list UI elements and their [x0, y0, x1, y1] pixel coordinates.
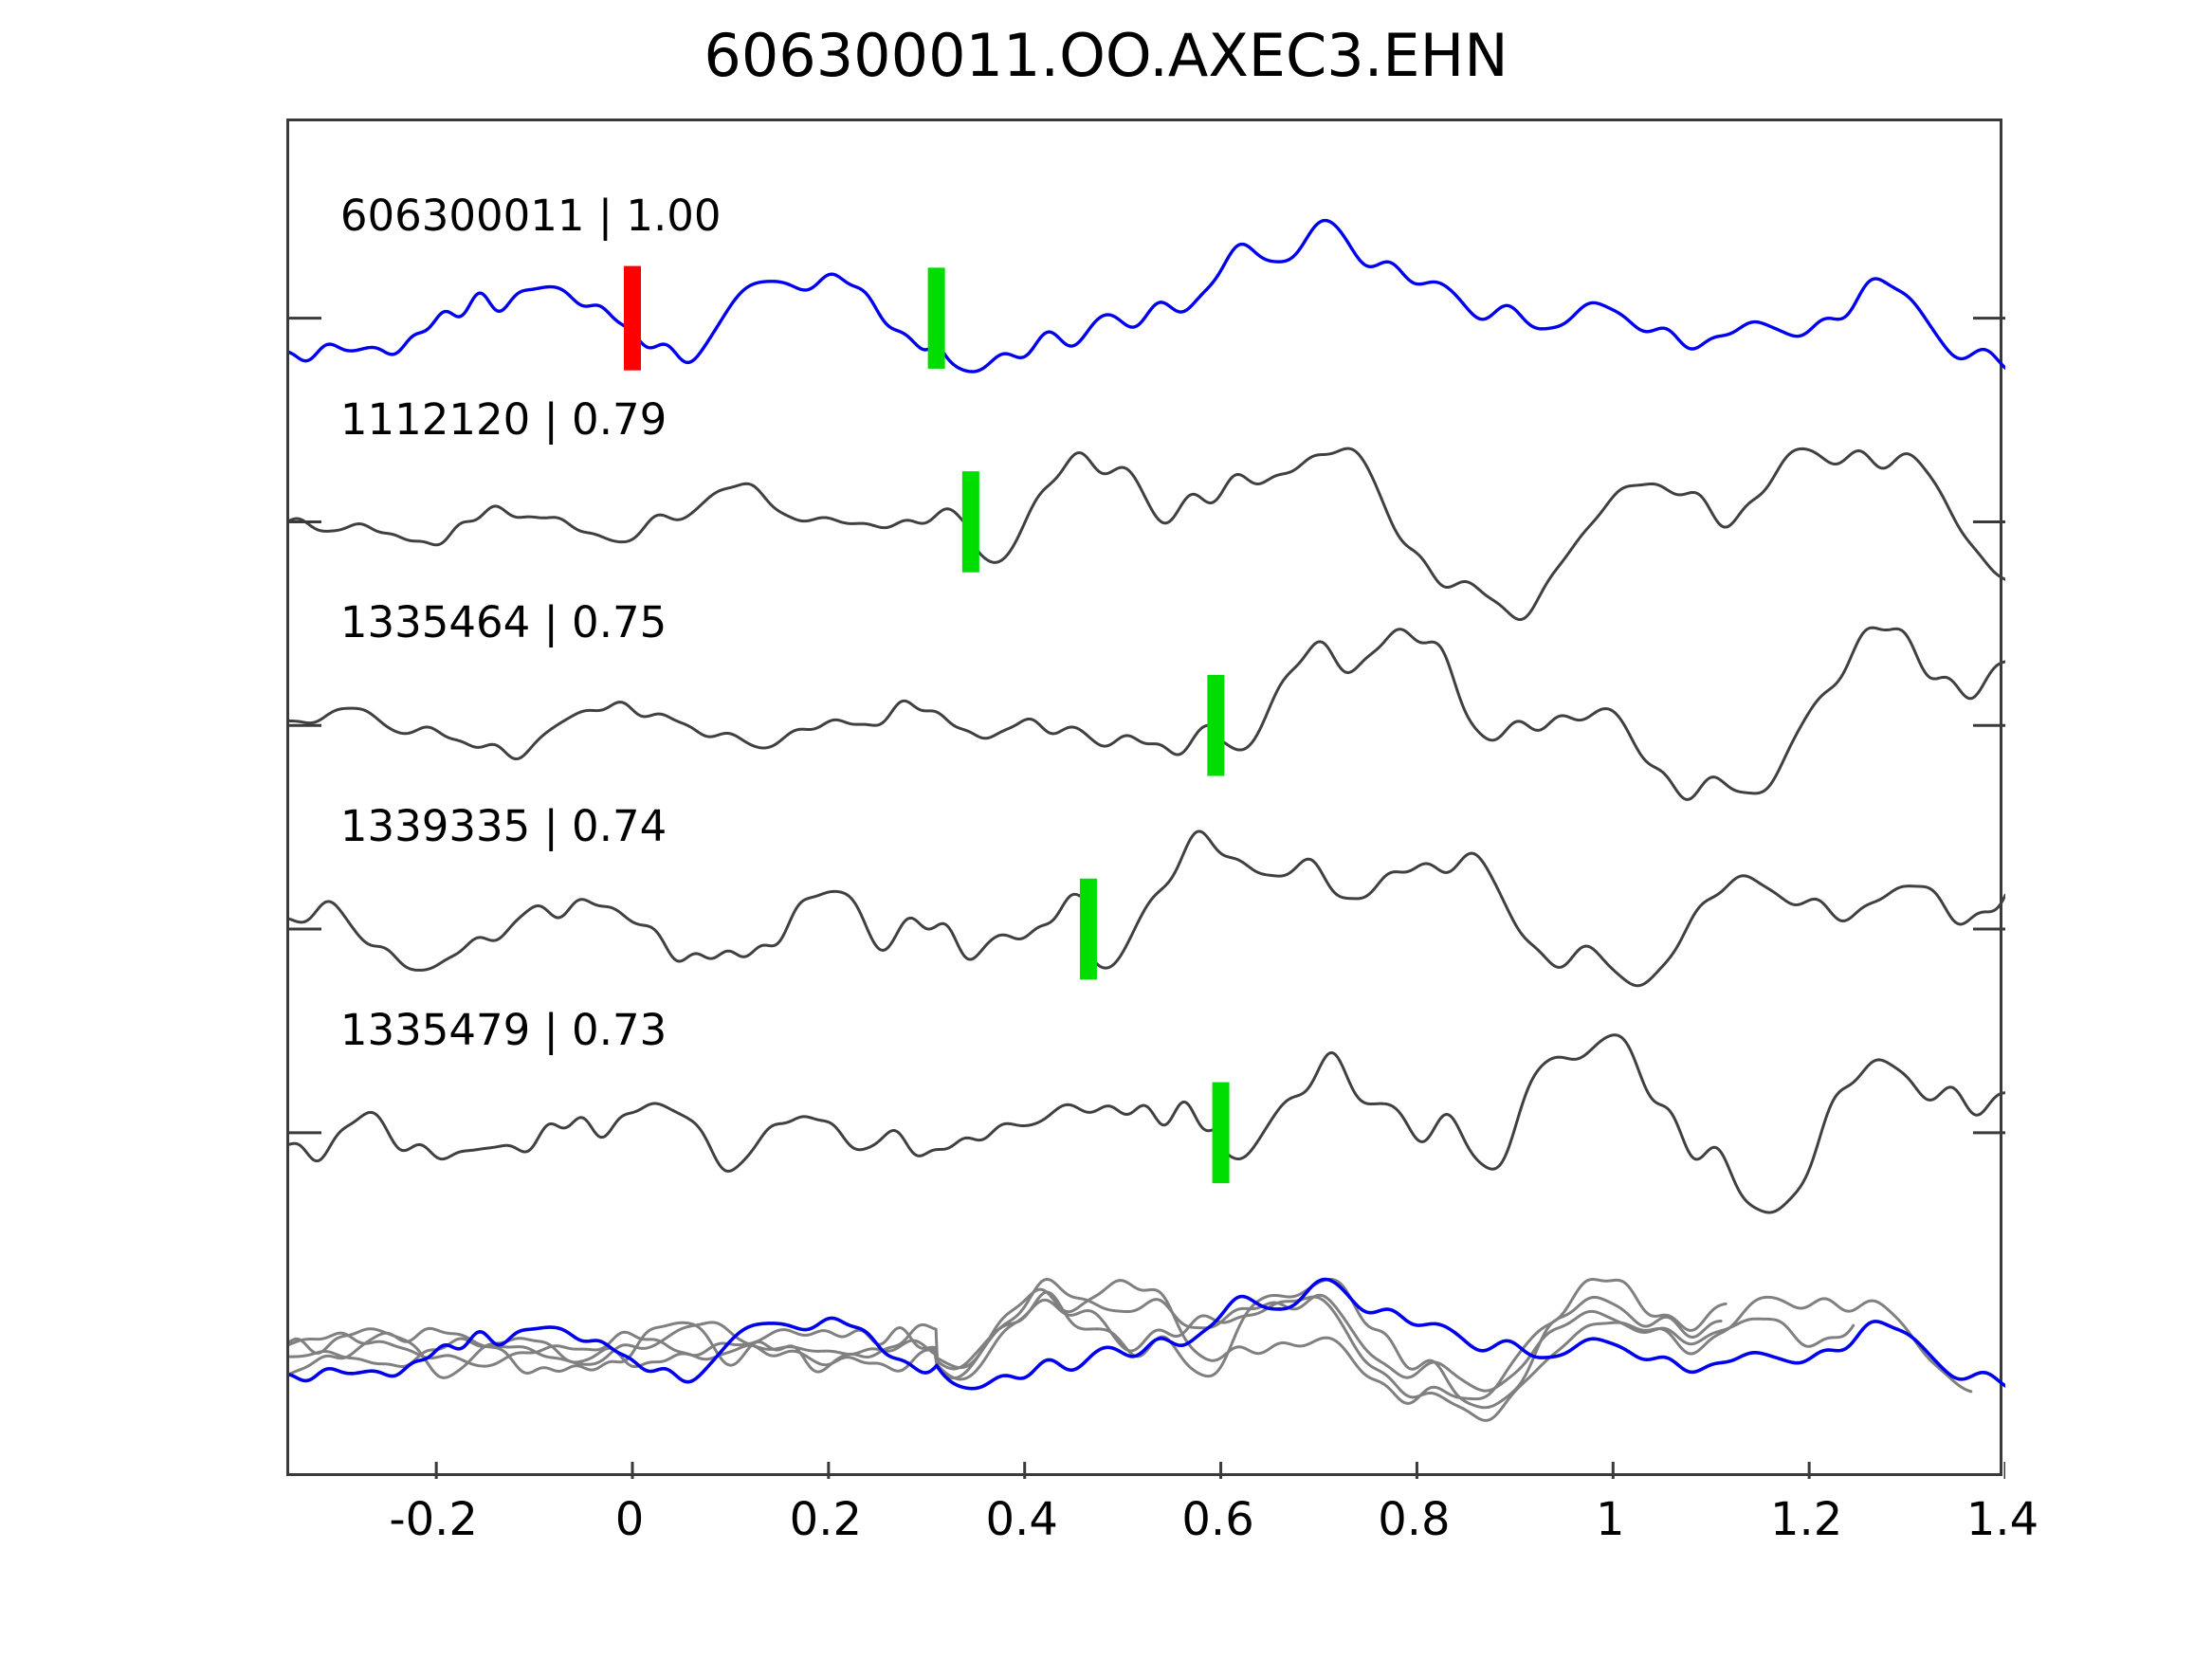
x-axis-ticks: [434, 1462, 2005, 1479]
trace-1335464: [289, 626, 2005, 801]
x-tick-label: 0.8: [1378, 1493, 1451, 1546]
x-tick-label: 0.4: [985, 1493, 1058, 1546]
page-title: 606300011.OO.AXEC3.EHN: [704, 21, 1508, 90]
waveform-line: [289, 626, 2005, 801]
overlay-waveform-1112120: [289, 1295, 1973, 1422]
overlay-stack-panel: [289, 1277, 2005, 1422]
trace-label-1335479: 1335479 | 0.73: [339, 1004, 667, 1055]
x-tick-label: 1.4: [1965, 1493, 2039, 1546]
x-tick-label: 0.2: [789, 1493, 863, 1546]
trace-1112120: [289, 447, 2005, 622]
pick-marker-1335464: [1207, 674, 1225, 776]
trace-1339335: [289, 830, 2005, 988]
trace-1335479: [289, 1033, 2005, 1214]
pick-marker-1112120: [961, 471, 979, 573]
overlay-waveform-1339335: [289, 1278, 1856, 1393]
x-tick-label: 1.2: [1769, 1493, 1843, 1546]
plot-area: [286, 118, 2005, 1479]
trace-label-606300011: 606300011 | 1.00: [339, 190, 722, 241]
x-tick-label: 0: [614, 1493, 645, 1546]
waveform-line: [289, 1033, 2005, 1214]
waveform-line: [289, 830, 2005, 988]
overlay-waveform-reference: [289, 1277, 2005, 1391]
overlay-waveform-1335464: [289, 1278, 1728, 1405]
trace-label-1339335: 1339335 | 0.74: [339, 801, 667, 852]
origin-marker-606300011: [624, 265, 641, 371]
waveform-canvas: [289, 218, 2005, 1479]
pick-marker-1339335: [1079, 878, 1097, 980]
x-tick-label: -0.2: [389, 1493, 478, 1546]
waveform-line: [289, 218, 2005, 374]
trace-label-1112120: 1112120 | 0.79: [339, 393, 667, 445]
x-tick-label: 0.6: [1181, 1493, 1254, 1546]
x-tick-label: 1: [1596, 1493, 1625, 1546]
pick-marker-1335479: [1212, 1082, 1230, 1184]
trace-label-1335464: 1335464 | 0.75: [339, 597, 667, 648]
x-axis-tick-labels: -0.2 0 0.2 0.4 0.6 0.8 1 1.2 1.4: [286, 1493, 2038, 1559]
waveform-line: [289, 447, 2005, 622]
pick-marker-606300011: [927, 267, 945, 369]
trace-606300011: [289, 218, 2005, 374]
